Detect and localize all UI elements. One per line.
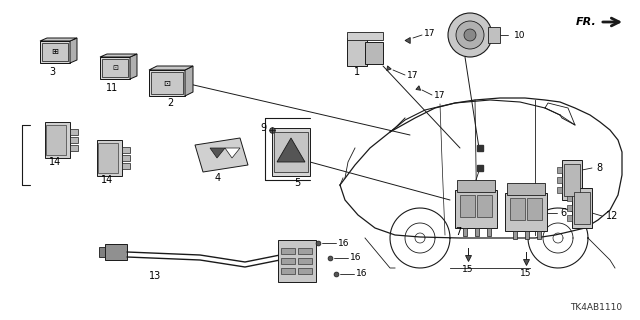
Bar: [122, 147, 130, 153]
Bar: [564, 164, 580, 196]
Bar: [298, 268, 312, 274]
Text: FR.: FR.: [576, 17, 597, 27]
Bar: [527, 198, 542, 220]
Bar: [475, 228, 479, 236]
Polygon shape: [40, 38, 77, 41]
Bar: [281, 258, 295, 264]
Text: 17: 17: [435, 91, 445, 100]
Text: 16: 16: [356, 269, 368, 278]
Polygon shape: [210, 148, 225, 158]
Bar: [102, 59, 128, 77]
Polygon shape: [70, 38, 77, 63]
Text: 12: 12: [606, 211, 618, 221]
Text: 14: 14: [101, 175, 113, 185]
Bar: [97, 140, 122, 176]
Bar: [105, 244, 127, 260]
Bar: [488, 27, 500, 43]
Text: 4: 4: [215, 173, 221, 183]
Bar: [574, 192, 590, 224]
Bar: [45, 122, 70, 158]
Bar: [149, 70, 185, 96]
Bar: [347, 38, 367, 66]
Bar: [365, 42, 383, 64]
Text: ⊡: ⊡: [112, 65, 118, 71]
Bar: [567, 215, 572, 221]
Bar: [460, 195, 475, 217]
Circle shape: [448, 13, 492, 57]
Text: 16: 16: [350, 253, 362, 262]
Bar: [272, 128, 310, 176]
Text: 8: 8: [596, 163, 602, 173]
Polygon shape: [130, 54, 137, 79]
Polygon shape: [100, 54, 137, 57]
Bar: [557, 167, 562, 173]
Bar: [42, 43, 68, 61]
Text: ⊞: ⊞: [51, 47, 58, 57]
Bar: [298, 258, 312, 264]
Text: 16: 16: [339, 238, 349, 247]
Bar: [572, 188, 592, 228]
Bar: [557, 177, 562, 183]
Text: 1: 1: [354, 67, 360, 77]
Bar: [567, 205, 572, 211]
Text: 9: 9: [260, 123, 266, 133]
Text: ⊡: ⊡: [163, 78, 170, 87]
Bar: [513, 231, 517, 239]
Text: 14: 14: [49, 157, 61, 167]
Bar: [347, 32, 383, 40]
Bar: [455, 190, 497, 228]
Bar: [457, 180, 495, 192]
Bar: [487, 228, 491, 236]
Circle shape: [456, 21, 484, 49]
Polygon shape: [149, 66, 193, 70]
Bar: [463, 228, 467, 236]
Text: 11: 11: [106, 83, 118, 93]
Bar: [274, 132, 308, 172]
Text: 3: 3: [49, 67, 55, 77]
Bar: [525, 231, 529, 239]
Bar: [557, 187, 562, 193]
Bar: [278, 240, 316, 282]
Text: TK4AB1110: TK4AB1110: [570, 303, 622, 313]
Bar: [100, 57, 130, 79]
Polygon shape: [195, 138, 248, 172]
Polygon shape: [225, 148, 240, 158]
Bar: [70, 137, 78, 143]
Text: 15: 15: [462, 266, 474, 275]
Bar: [507, 183, 545, 195]
Bar: [510, 198, 525, 220]
Bar: [70, 129, 78, 135]
Bar: [281, 248, 295, 254]
Text: 15: 15: [520, 269, 532, 278]
Bar: [298, 248, 312, 254]
Bar: [567, 195, 572, 201]
Bar: [98, 143, 118, 173]
Polygon shape: [277, 138, 305, 162]
Circle shape: [464, 29, 476, 41]
Polygon shape: [185, 66, 193, 96]
Text: 6: 6: [560, 208, 566, 218]
Text: 2: 2: [167, 98, 173, 108]
Bar: [46, 125, 66, 155]
Bar: [281, 268, 295, 274]
Bar: [122, 155, 130, 161]
Text: 17: 17: [407, 70, 419, 79]
Text: 5: 5: [294, 178, 300, 188]
Text: 17: 17: [424, 28, 436, 37]
Text: 10: 10: [514, 30, 525, 39]
Bar: [99, 247, 105, 257]
Bar: [477, 195, 492, 217]
Bar: [537, 231, 541, 239]
Bar: [562, 160, 582, 200]
Bar: [151, 72, 183, 94]
Bar: [70, 145, 78, 151]
Bar: [122, 163, 130, 169]
Text: 13: 13: [149, 271, 161, 281]
Bar: [40, 41, 70, 63]
Bar: [505, 193, 547, 231]
Text: 7: 7: [455, 227, 461, 237]
